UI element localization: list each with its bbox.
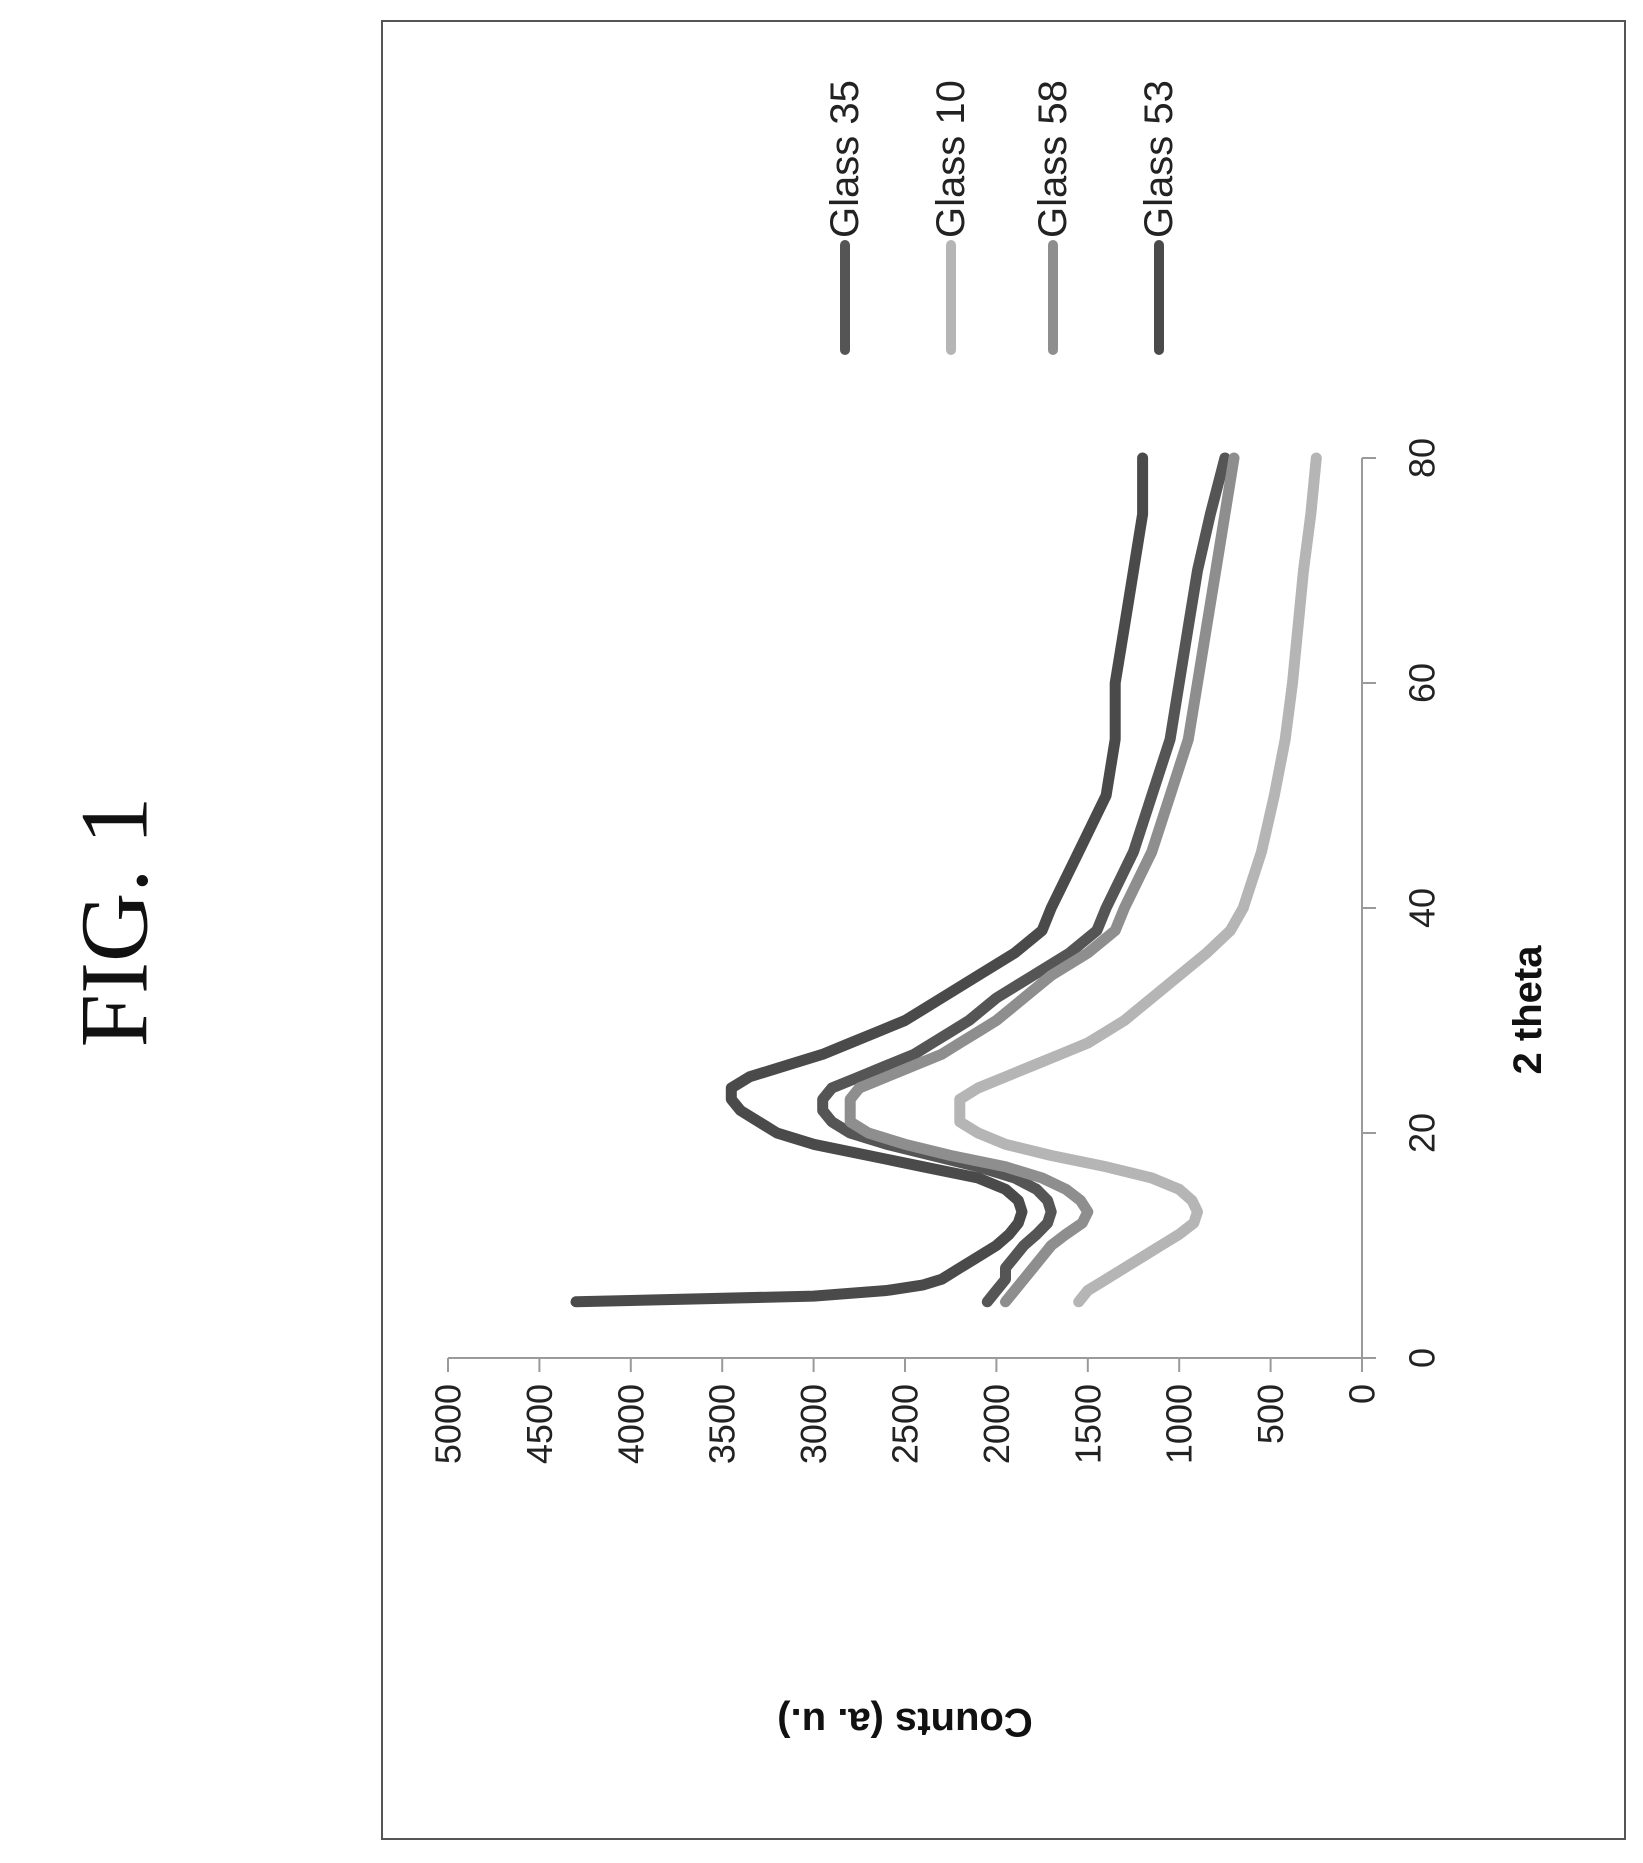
series-layer [570,452,1322,1308]
x-tick-label: 20 [1402,1113,1443,1153]
y-tick-label: 3000 [793,1384,834,1464]
x-tick-label: 60 [1402,663,1443,703]
y-tick-label: 0 [1342,1384,1383,1404]
y-tick-label: 1000 [1159,1384,1200,1464]
axis-labels: 2 theta Counts (a. u.) [777,945,1550,1744]
axes: 0 20 40 60 80 0 500 1000 1500 2000 2500 3000 3500 400… [428,438,1443,1464]
y-tick-label: 3500 [702,1384,743,1464]
series-line-glass-53 [570,452,1149,1308]
y-axis-title: Counts (a. u.) [777,1700,1033,1744]
legend: Glass 35 Glass 10 Glass 58 Glass 53 [823,80,1181,355]
x-tick-label: 80 [1402,438,1443,478]
legend-label: Glass 10 [929,80,973,238]
series-line-glass-10 [954,452,1322,1308]
y-tick-label: 500 [1250,1384,1291,1444]
y-tick-label: 5000 [428,1384,469,1464]
y-tick-label: 2500 [885,1384,926,1464]
legend-label: Glass 35 [823,80,867,238]
legend-label: Glass 58 [1031,80,1075,238]
y-tick-label: 1500 [1067,1384,1108,1464]
chart-frame [381,20,1626,1840]
y-tick-label: 2000 [976,1384,1017,1464]
x-axis-title: 2 theta [1506,945,1550,1075]
y-tick-label: 4500 [519,1384,560,1464]
x-tick-label: 0 [1402,1348,1443,1368]
series-line-glass-35 [817,452,1231,1308]
x-tick-label: 40 [1402,888,1443,928]
legend-label: Glass 53 [1137,80,1181,238]
y-tick-label: 4000 [610,1384,651,1464]
series-line-glass-58 [844,452,1240,1308]
